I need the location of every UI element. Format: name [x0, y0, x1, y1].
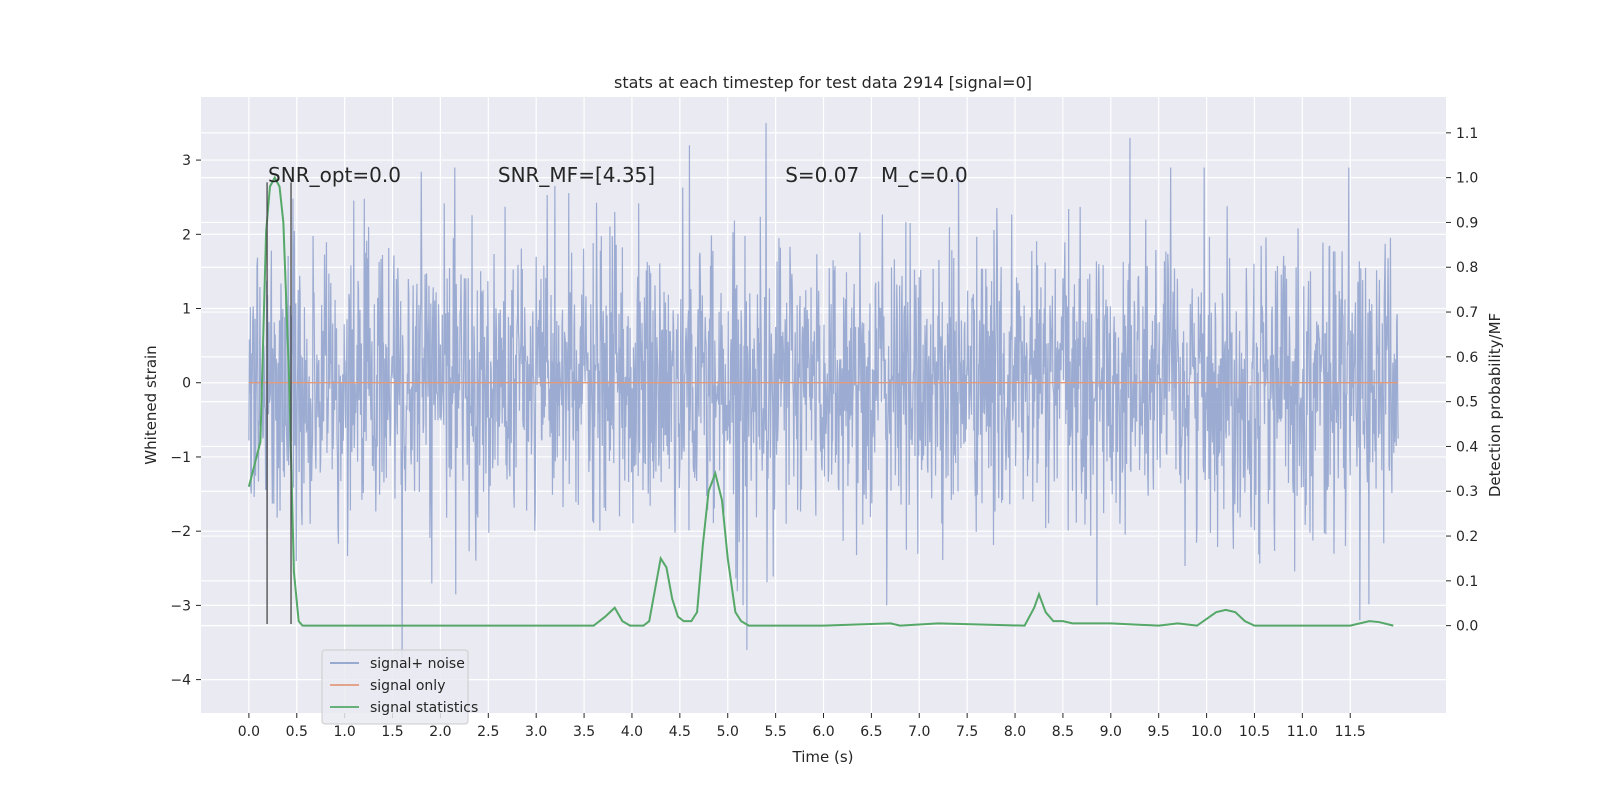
- y2-tick-label: 0.2: [1456, 529, 1478, 545]
- legend-label-noise: signal+ noise: [370, 656, 465, 672]
- x-tick-label: 8.0: [1004, 724, 1026, 740]
- legend-label-signal: signal only: [370, 678, 445, 694]
- y-tick-label: 0: [182, 376, 191, 392]
- y2-tick-label: 0.6: [1456, 350, 1478, 366]
- y2-tick-label: 1.0: [1456, 171, 1478, 187]
- x-tick-label: 5.5: [764, 724, 786, 740]
- y2-tick-label: 0.7: [1456, 305, 1478, 321]
- y2-tick-label: 0.4: [1456, 439, 1478, 455]
- x-axis-label: Time (s): [792, 748, 854, 766]
- y2-tick-label: 0.0: [1456, 619, 1478, 635]
- x-tick-label: 10.0: [1191, 724, 1222, 740]
- x-tick-label: 2.0: [429, 724, 451, 740]
- x-tick-label: 6.5: [860, 724, 882, 740]
- statistics-series: [247, 175, 1394, 627]
- x-tick-label: 0.5: [286, 724, 308, 740]
- y-tick-label: −3: [170, 598, 191, 614]
- annotation-text: M_c=0.0: [881, 163, 968, 187]
- x-tick-label: 4.5: [669, 724, 691, 740]
- x-tick-label: 7.5: [956, 724, 978, 740]
- x-tick-label: 8.5: [1052, 724, 1074, 740]
- legend: signal+ noise signal only signal statist…: [321, 649, 478, 725]
- x-tick-label: 3.0: [525, 724, 547, 740]
- x-tick-label: 0.0: [238, 724, 260, 740]
- x-tick-label: 5.0: [717, 724, 739, 740]
- annotation-text: S=0.07: [785, 163, 859, 187]
- x-tick-label: 7.0: [908, 724, 930, 740]
- x-axis-ticks: 0.0 0.5 1.0 1.5 2.0 2.5 3.0 3.5 4.0 4.5 5.0 5.5 6.0 6…: [238, 713, 1366, 740]
- x-tick-label: 4.0: [621, 724, 643, 740]
- y2-axis-ticks: 1.1 1.0 0.9 0.8 0.7 0.6 0.5 0.4 0.3 0.2 0.1 0.0: [1446, 126, 1478, 635]
- y-tick-label: 2: [182, 227, 191, 243]
- x-tick-label: 9.0: [1100, 724, 1122, 740]
- annotations: SNR_opt=0.0 SNR_MF=[4.35] S=0.07 M_c=0.0: [268, 163, 968, 187]
- y-tick-label: −2: [170, 524, 191, 540]
- noise-series: [248, 122, 1399, 658]
- legend-box: [321, 649, 469, 725]
- series-line-noise: [248, 122, 1399, 658]
- annotation-text: SNR_opt=0.0: [268, 163, 401, 187]
- y-axis-label: Whitened strain: [142, 345, 160, 464]
- x-tick-label: 3.5: [573, 724, 595, 740]
- annotation-text: SNR_MF=[4.35]: [498, 163, 655, 187]
- x-tick-label: 6.0: [812, 724, 834, 740]
- y-tick-label: 1: [182, 302, 191, 318]
- x-tick-label: 9.5: [1148, 724, 1170, 740]
- y-axis-ticks: 3 2 1 0 −1 −2 −3 −4: [170, 153, 201, 689]
- vertical-markers: [266, 182, 292, 624]
- series-line-statistics: [247, 175, 1394, 627]
- y-tick-label: −1: [170, 450, 191, 466]
- y2-axis-label: Detection probability/MF: [1486, 313, 1504, 497]
- y2-tick-label: 0.5: [1456, 395, 1478, 411]
- y2-tick-label: 0.8: [1456, 260, 1478, 276]
- x-tick-label: 2.5: [477, 724, 499, 740]
- y-tick-label: −4: [170, 673, 191, 689]
- x-tick-label: 1.0: [334, 724, 356, 740]
- y2-tick-label: 0.1: [1456, 574, 1478, 590]
- legend-label-statistics: signal statistics: [370, 700, 478, 716]
- chart-title: stats at each timestep for test data 291…: [614, 73, 1032, 92]
- y2-tick-label: 0.3: [1456, 484, 1478, 500]
- x-tick-label: 11.0: [1287, 724, 1318, 740]
- y2-tick-label: 0.9: [1456, 215, 1478, 231]
- x-tick-label: 11.5: [1335, 724, 1366, 740]
- x-tick-label: 1.5: [381, 724, 403, 740]
- x-tick-label: 10.5: [1239, 724, 1270, 740]
- y2-tick-label: 1.1: [1456, 126, 1478, 142]
- y-tick-label: 3: [182, 153, 191, 169]
